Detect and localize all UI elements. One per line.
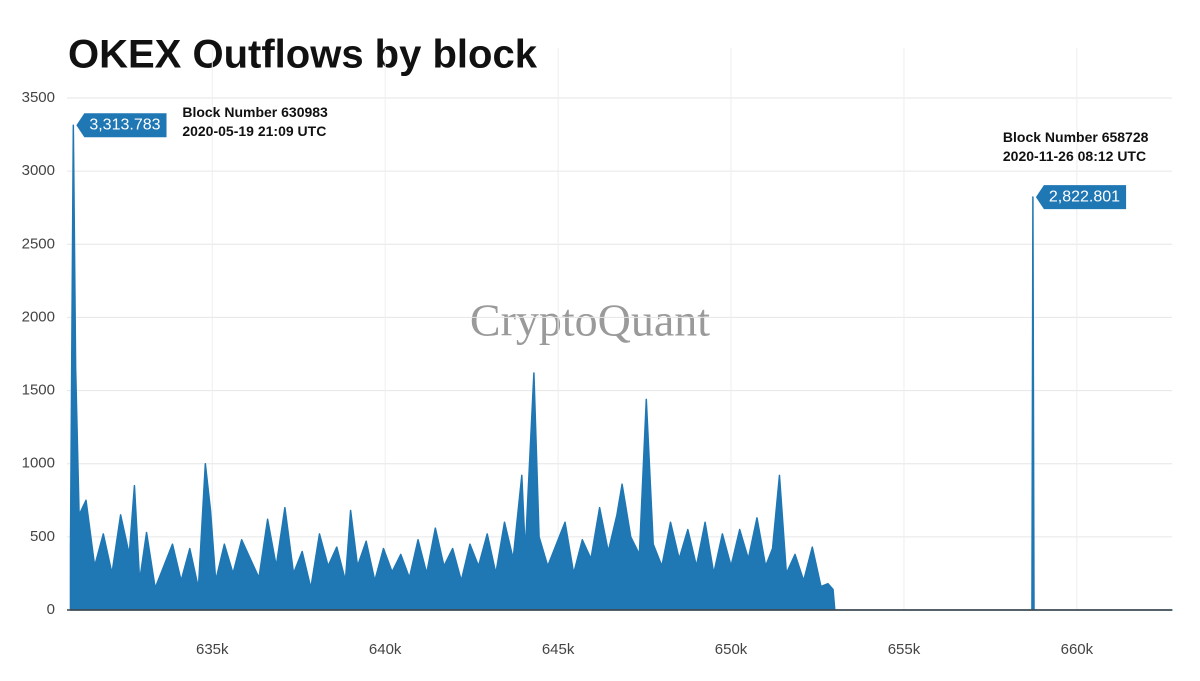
chart-title: OKEX Outflows by block	[68, 33, 538, 77]
annotation: 3,313.783 Block Number 630983 2020-05-19 2…	[76, 104, 328, 139]
annotation-text: Block Number 630983	[182, 104, 328, 120]
area	[69, 124, 1173, 611]
annotation-text: Block Number 658728	[1003, 129, 1149, 145]
x-tick-label: 650k	[715, 641, 748, 658]
y-tick-label: 2000	[22, 308, 55, 325]
y-tick-label: 3500	[22, 89, 55, 106]
x-tick-label: 660k	[1061, 641, 1094, 658]
callout	[1035, 185, 1127, 210]
grid	[67, 48, 1172, 611]
x-tick-label: 635k	[196, 641, 229, 658]
x-tick-label: 640k	[369, 641, 402, 658]
y-tick-label: 3000	[22, 162, 55, 179]
annotation: 2,822.801 Block Number 658728 2020-11-26 0…	[1003, 129, 1149, 210]
callout	[76, 113, 167, 138]
annotation-text: 2020-11-26 08:12 UTC	[1003, 148, 1146, 164]
y-tick-label: 1000	[22, 455, 55, 472]
y-tick-label: 500	[30, 528, 55, 545]
x-tick-label: 645k	[542, 641, 575, 658]
y-tick-label: 1500	[22, 382, 55, 399]
annotation-value: 2,822.801	[1049, 188, 1120, 205]
annotation-text: 2020-05-19 21:09 UTC	[182, 123, 326, 139]
y-tick-label: 2500	[22, 235, 55, 252]
x-tick-label: 655k	[888, 641, 921, 658]
y-tick-label: 0	[47, 601, 55, 618]
watermark: CryptoQuant	[470, 295, 710, 346]
annotation-value: 3,313.783	[89, 116, 160, 133]
